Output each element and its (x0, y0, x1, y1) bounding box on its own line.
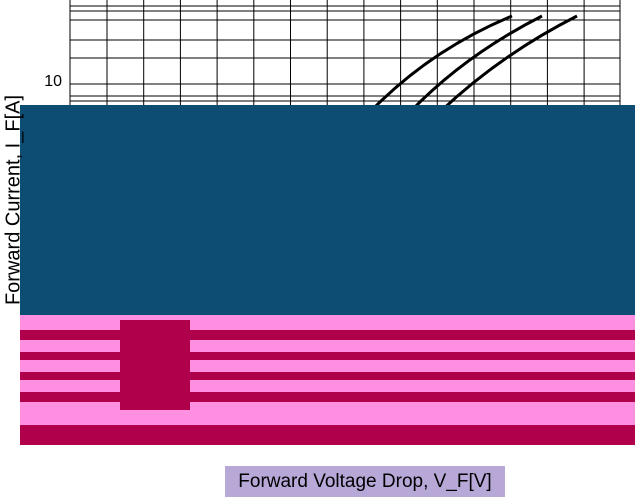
corrupted-stripe (20, 372, 635, 380)
y-axis-label: Forward Current, I_F[A] (2, 95, 24, 305)
chart: Forward Current, I_F[A] Forward Voltage … (0, 0, 635, 499)
x-axis-label: Forward Voltage Drop, V_F[V] (238, 471, 491, 492)
page: {"chart_data": {"type": "line", "ylabel"… (0, 0, 635, 499)
corrupted-stripe (20, 392, 635, 402)
corrupted-stripe (20, 425, 635, 445)
corrupted-stripe (20, 330, 635, 340)
corrupted-stripe (20, 352, 635, 360)
y-tick-label: 10 (44, 73, 62, 90)
corrupted-block (20, 105, 635, 315)
corrupted-area (20, 315, 635, 445)
corrupted-block (120, 320, 190, 410)
